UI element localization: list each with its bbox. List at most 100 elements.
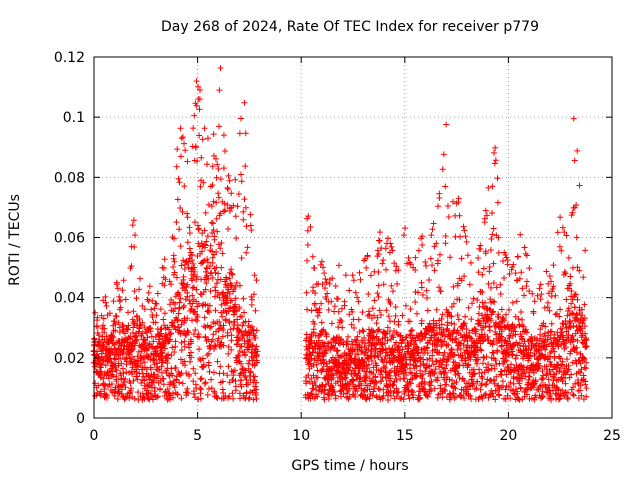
data-point [547,278,554,285]
data-point [170,263,177,270]
data-point [426,276,433,283]
data-point [354,346,361,353]
data-point [488,236,495,243]
data-point [205,309,212,316]
data-point [197,390,204,397]
data-point [563,232,570,239]
data-point [427,382,434,389]
data-point [213,394,220,401]
data-point [375,250,382,257]
data-point [487,317,494,324]
data-point [406,395,413,402]
data-point [318,327,325,334]
data-point [366,311,373,318]
data-point [197,183,204,190]
data-point [456,212,463,219]
data-point [463,347,470,354]
data-point [443,121,450,128]
data-point [508,361,515,368]
data-point [556,366,563,373]
data-point [475,255,482,262]
data-point [129,364,136,371]
data-point [454,280,461,287]
data-point [491,149,497,156]
data-point [401,375,408,382]
data-point [355,298,362,305]
data-point [149,356,156,363]
data-point [201,323,208,330]
data-point [193,78,200,85]
data-point [462,355,469,362]
data-point [581,364,588,371]
data-point [541,354,548,361]
data-point [250,396,257,403]
data-point [219,386,226,393]
data-point [516,396,523,403]
data-point [109,333,116,340]
data-point [333,348,340,355]
data-point [514,277,521,284]
data-point [234,337,241,344]
data-point [318,258,325,265]
data-point [489,349,496,356]
data-point [236,305,243,312]
data-point [384,352,391,359]
data-point [161,282,168,289]
data-point [120,345,127,352]
data-point [463,326,470,333]
data-point [217,363,224,370]
data-point [245,318,252,325]
data-point [201,125,208,132]
data-point [406,331,413,338]
data-point [153,394,160,401]
data-point [135,363,142,370]
data-point [238,360,245,367]
grid [94,57,612,418]
data-point [214,289,221,296]
data-point [355,365,362,372]
data-point [514,253,521,260]
data-point [94,348,101,355]
data-point [177,356,184,363]
data-point [501,317,508,324]
data-point [442,369,449,376]
data-point [509,332,516,339]
data-point [574,264,581,271]
data-point [154,366,161,373]
data-point [382,346,389,353]
data-point [219,250,226,257]
data-point [363,362,370,369]
data-point [139,330,146,337]
data-point [568,371,575,378]
data-point [191,264,198,271]
data-point [151,355,158,362]
data-point [528,395,535,402]
data-point [536,362,543,369]
data-point [473,385,480,392]
data-point [465,304,472,311]
data-point [155,373,162,380]
data-point [582,365,589,372]
data-point [189,300,196,307]
data-point [150,357,157,364]
data-point [116,293,123,300]
data-point [168,281,175,288]
data-point [112,321,119,328]
data-point [382,245,389,252]
data-point [110,334,117,341]
data-point [252,389,259,396]
data-point [226,177,233,184]
data-point [316,309,323,316]
data-point [497,291,504,298]
data-point [199,258,206,265]
data-point [97,388,104,395]
data-point [582,381,589,388]
data-point [547,395,554,402]
data-point [249,323,256,330]
data-point [204,161,211,168]
data-point [493,284,500,291]
data-point [203,238,210,245]
data-point [196,87,203,94]
data-point [432,366,439,373]
data-point [197,395,204,402]
